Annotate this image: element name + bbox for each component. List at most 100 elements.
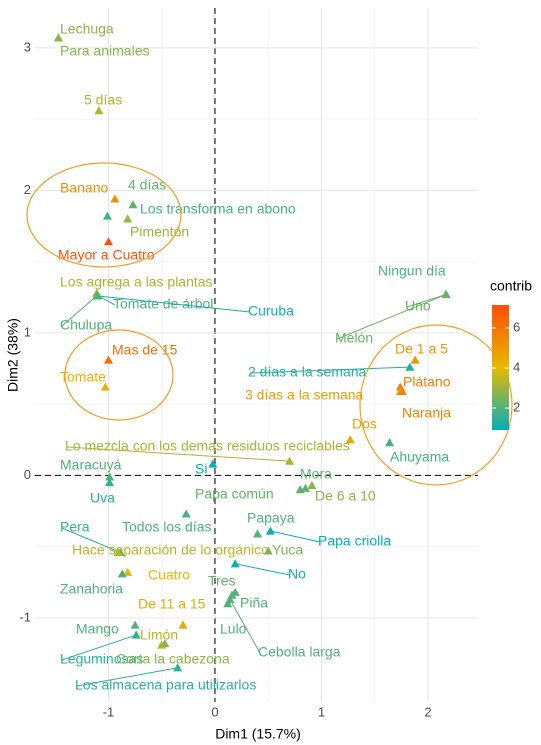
- point-label: Todos los días: [122, 519, 212, 535]
- point-label: Cebolla larga: [258, 644, 341, 660]
- point-label: Tres: [208, 573, 235, 589]
- point-label: Mas de 15: [112, 342, 178, 358]
- point-label: Pera: [60, 519, 90, 535]
- point-label: 5 días: [84, 92, 122, 108]
- point: [92, 291, 102, 300]
- label-segment: [249, 366, 410, 374]
- y-tick-label: 3: [24, 39, 31, 54]
- point-label: Mango: [76, 621, 119, 637]
- grid: -1 0 1 2 -1 0 1 2 3: [19, 8, 478, 719]
- point: [103, 237, 113, 246]
- y-tick-label: -1: [19, 609, 31, 624]
- point: [410, 355, 420, 364]
- colorbar-label: 6: [513, 319, 520, 334]
- point: [397, 386, 407, 395]
- point: [105, 478, 115, 487]
- label-segment: [270, 530, 321, 543]
- point-label: Melón: [335, 330, 373, 346]
- point: [307, 480, 317, 489]
- label-segment: [66, 446, 290, 462]
- point: [102, 211, 112, 220]
- highlight-ellipse: [64, 329, 174, 421]
- point-label: Para animales: [60, 43, 150, 59]
- point: [113, 547, 123, 556]
- point: [160, 639, 170, 648]
- point-label: Lulo: [220, 621, 247, 637]
- point-label: Los almacena para utilizarlos: [75, 677, 256, 693]
- point-label: 3 días a la semana: [245, 387, 364, 403]
- point-label: Hace separación de lo orgánico: [72, 542, 269, 558]
- legend-title: contrib: [490, 278, 532, 294]
- label-segment: [61, 527, 121, 553]
- point-label: Mora: [300, 466, 332, 482]
- highlight-ellipse: [359, 324, 513, 486]
- point-label: Papaya: [247, 510, 295, 526]
- point: [117, 569, 127, 578]
- point-label: 4 días: [128, 177, 166, 193]
- point: [208, 459, 218, 468]
- point-label: Pimentón: [130, 224, 189, 240]
- x-axis-title: Dim1 (15.7%): [215, 726, 301, 742]
- label-segment: [76, 667, 178, 687]
- label-segment: [61, 295, 98, 327]
- point: [173, 663, 183, 672]
- point-label: Papa común: [195, 486, 274, 502]
- point-label: Limón: [140, 627, 178, 643]
- point-label: Naranja: [402, 405, 451, 421]
- point: [123, 214, 133, 223]
- point-label: Papa criolla: [318, 533, 391, 549]
- x-tick-label: 2: [424, 704, 431, 719]
- point-label: Piña: [240, 595, 268, 611]
- point-label: Corta la cabezona: [116, 651, 230, 667]
- point-label: Mayor a Cuatro: [58, 247, 155, 263]
- point: [441, 289, 451, 299]
- y-axis-title: Dim2 (38%): [5, 318, 21, 392]
- point: [53, 33, 63, 42]
- label-segment: [235, 563, 291, 576]
- point-label: Banano: [60, 180, 108, 196]
- x-tick-label: -1: [103, 704, 115, 719]
- label-segment: [96, 295, 251, 313]
- point-label: De 11 a 15: [138, 596, 206, 612]
- point-label: Ningun día: [378, 263, 446, 279]
- point: [223, 599, 233, 608]
- point: [345, 435, 355, 444]
- label-segment: [336, 293, 447, 340]
- point: [253, 529, 263, 538]
- point-label: Zanahoria: [60, 581, 123, 597]
- point-label: 2 días a la semana: [248, 364, 367, 380]
- point: [100, 382, 110, 391]
- point: [230, 559, 240, 568]
- point-label: Tomate de árbol: [113, 296, 213, 312]
- point: [405, 362, 415, 371]
- point: [123, 567, 133, 576]
- point: [300, 483, 310, 492]
- colorbar-label: 4: [513, 359, 520, 374]
- marks: Lechuga Para animales 5 días Banano 4 días Lo…: [53, 21, 451, 693]
- point: [265, 526, 275, 535]
- x-tick-label: 1: [318, 704, 325, 719]
- point-label: Lechuga: [60, 21, 114, 37]
- point-label: Maracuyá: [60, 457, 122, 473]
- point: [110, 194, 120, 203]
- point-label: Tomate: [60, 369, 106, 385]
- point-label: Uva: [90, 490, 115, 506]
- y-tick-label: 1: [24, 324, 31, 339]
- point-label: Leguminosas: [60, 651, 143, 667]
- point: [263, 546, 273, 555]
- point: [385, 438, 395, 447]
- point-label: Ahuyama: [390, 449, 449, 465]
- point: [103, 355, 113, 364]
- point: [225, 594, 235, 603]
- point: [230, 587, 240, 596]
- point: [178, 620, 188, 629]
- point: [181, 509, 191, 518]
- point-label: De 1 a 5: [395, 341, 448, 357]
- point-label: Cuatro: [148, 567, 190, 583]
- colorbar-label: 2: [513, 399, 520, 414]
- point-label: Dos: [352, 416, 377, 432]
- point: [130, 620, 140, 629]
- point: [131, 630, 141, 639]
- x-tick-label: 0: [211, 704, 218, 719]
